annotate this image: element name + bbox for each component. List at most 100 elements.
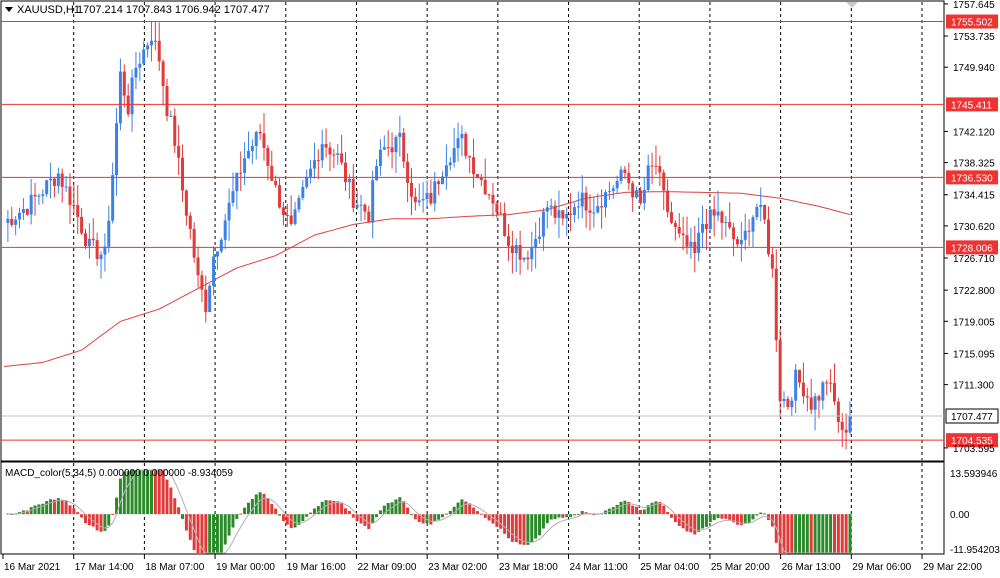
macd-bar bbox=[421, 514, 425, 524]
candle-body bbox=[215, 251, 219, 257]
candle-body bbox=[165, 86, 169, 117]
macd-bar bbox=[52, 499, 56, 515]
macd-bar bbox=[635, 506, 639, 515]
macd-bar bbox=[367, 514, 371, 530]
macd-bar bbox=[666, 511, 670, 515]
macd-bar bbox=[235, 514, 239, 519]
candle-body bbox=[33, 194, 37, 197]
candle-body bbox=[95, 240, 99, 260]
candle-body bbox=[813, 396, 817, 410]
macd-bar bbox=[786, 514, 790, 553]
candle-body bbox=[774, 268, 778, 341]
macd-bar bbox=[312, 508, 316, 515]
macd-bar bbox=[452, 506, 456, 515]
macd-bar bbox=[514, 514, 518, 543]
macd-bar bbox=[250, 498, 254, 515]
horizontal-levels[interactable]: 1755.502 1745.411 1736.530 1728.006 1704.535… bbox=[2, 14, 999, 448]
macd-bar bbox=[359, 514, 363, 524]
macd-zero-value: 0.00 bbox=[950, 510, 970, 521]
current-price-tag bbox=[945, 408, 999, 424]
candle-body bbox=[708, 209, 712, 230]
macd-bar bbox=[627, 502, 631, 515]
candle-body bbox=[37, 195, 41, 197]
triangle-down-icon[interactable] bbox=[5, 7, 13, 12]
macd-bar bbox=[200, 514, 204, 553]
macd-bar bbox=[344, 508, 348, 515]
macd-bar bbox=[576, 514, 580, 516]
macd-bar bbox=[677, 514, 681, 526]
candle-body bbox=[557, 210, 561, 218]
macd-bar bbox=[429, 514, 433, 525]
candle-body bbox=[844, 429, 848, 433]
macd-bar bbox=[37, 504, 41, 515]
candle-body bbox=[274, 180, 278, 186]
candle-body bbox=[518, 244, 522, 260]
candle-body bbox=[25, 208, 29, 215]
macd-bar bbox=[580, 511, 584, 515]
candle-body bbox=[735, 239, 739, 245]
ma-line bbox=[3, 191, 851, 367]
y-tick-label: 1719.005 bbox=[953, 317, 995, 328]
macd-bar bbox=[243, 507, 247, 515]
candle-body bbox=[642, 189, 646, 204]
x-tick-label: 19 Mar 16:00 bbox=[287, 562, 346, 573]
candle-body bbox=[600, 206, 604, 208]
candle-body bbox=[681, 233, 685, 236]
candle-body bbox=[596, 206, 600, 213]
candle-body bbox=[87, 238, 91, 247]
candle-body bbox=[541, 211, 545, 237]
candle-body bbox=[258, 131, 262, 134]
macd-bar bbox=[305, 514, 309, 517]
candle-body bbox=[526, 257, 530, 260]
corner-triangle-icon[interactable] bbox=[846, 2, 858, 8]
macd-bar bbox=[60, 499, 64, 515]
macd-bar bbox=[840, 514, 844, 553]
candle-body bbox=[514, 244, 518, 254]
candle-body bbox=[309, 168, 313, 177]
candle-body bbox=[204, 289, 208, 313]
macd-bar bbox=[281, 514, 285, 522]
macd-bar bbox=[293, 514, 297, 528]
macd-bar bbox=[215, 514, 219, 553]
macd-bar bbox=[138, 470, 142, 515]
macd-bar bbox=[499, 514, 503, 529]
y-tick-label: 1711.300 bbox=[953, 381, 994, 392]
macd-bar bbox=[712, 514, 716, 521]
macd-bar bbox=[76, 512, 80, 515]
x-tick-label: 16 Mar 2021 bbox=[4, 562, 61, 573]
macd-bar bbox=[289, 514, 293, 529]
macd-bar bbox=[301, 514, 305, 522]
macd-bar bbox=[479, 513, 483, 515]
time-axis: 16 Mar 2021 17 Mar 14:00 18 Mar 07:00 19 Ma… bbox=[2, 554, 982, 573]
candle-body bbox=[650, 165, 654, 167]
macd-bar bbox=[394, 499, 398, 515]
candle-body bbox=[157, 40, 161, 62]
current-price-label: 1707.477 bbox=[951, 412, 993, 423]
candle-body bbox=[312, 160, 316, 169]
macd-bar bbox=[836, 514, 840, 553]
candle-body bbox=[441, 176, 445, 185]
macd-bar bbox=[549, 514, 553, 520]
y-tick-label: 1726.710 bbox=[953, 254, 995, 265]
candle-body bbox=[227, 202, 231, 221]
candle-body bbox=[732, 227, 736, 240]
candle-body bbox=[510, 245, 514, 254]
macd-bar bbox=[763, 513, 767, 515]
candle-body bbox=[716, 211, 720, 216]
candle-body bbox=[45, 180, 49, 195]
y-tick-label: 1730.620 bbox=[953, 222, 995, 233]
x-tick-label: 17 Mar 14:00 bbox=[75, 562, 134, 573]
candle-body bbox=[390, 147, 394, 153]
macd-bar bbox=[739, 514, 743, 526]
macd-bar bbox=[522, 514, 526, 545]
macd-bar bbox=[642, 509, 646, 515]
macd-bar bbox=[347, 510, 351, 515]
candle-body bbox=[429, 192, 433, 204]
candle-body bbox=[14, 219, 18, 225]
moving-average bbox=[3, 191, 851, 367]
macd-bar bbox=[80, 514, 84, 518]
macd-bar bbox=[184, 514, 188, 531]
candle-body bbox=[153, 40, 157, 42]
candle-body bbox=[83, 233, 87, 247]
